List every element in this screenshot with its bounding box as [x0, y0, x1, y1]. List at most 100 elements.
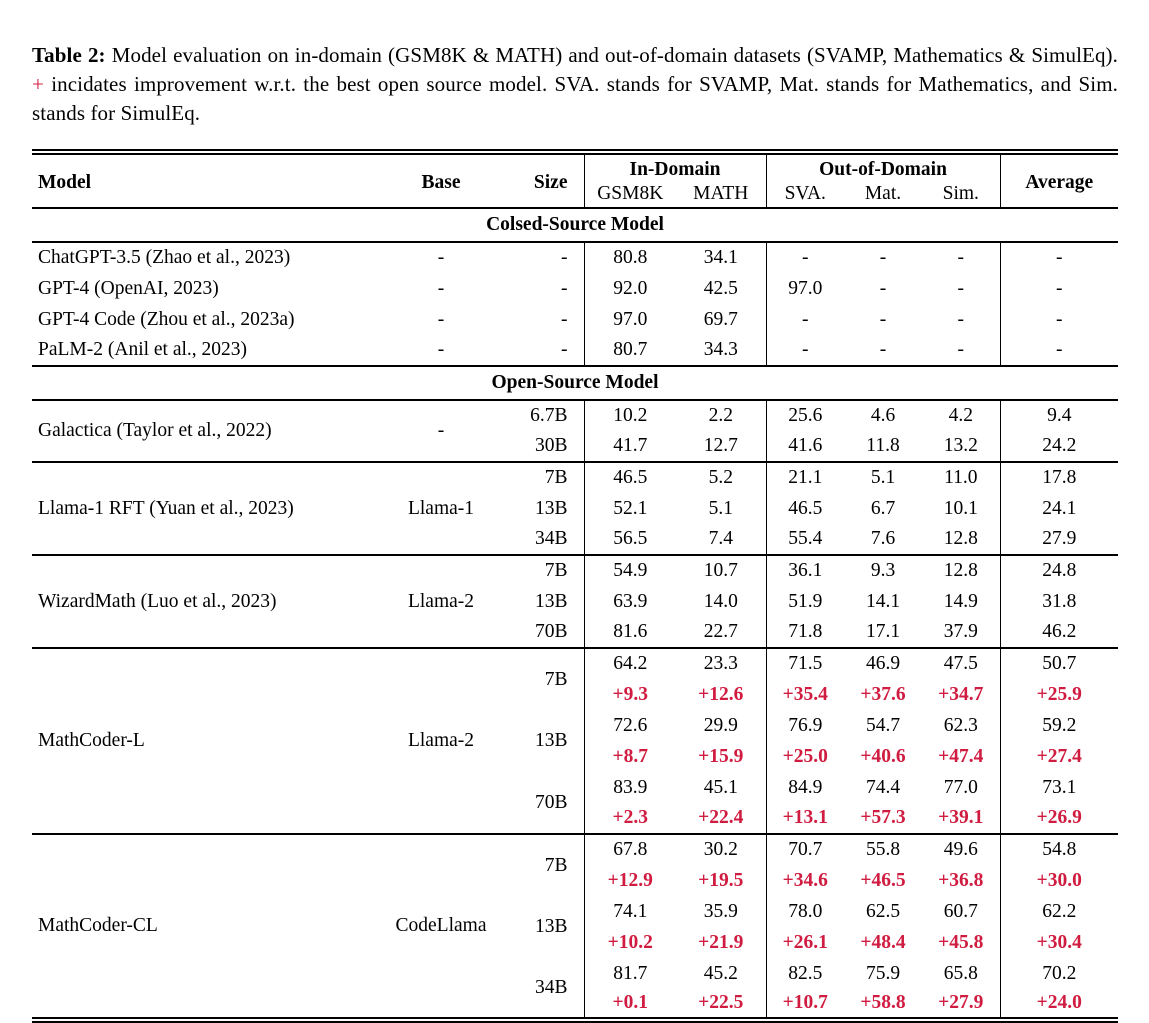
caption-label: Table 2:: [32, 43, 106, 67]
score-cell: 54.7: [865, 714, 901, 736]
delta-cell: +24.0: [999, 989, 1119, 1021]
table-row: WizardMath (Luo et al., 2023) Llama-2 7B…: [32, 554, 1119, 649]
delta-cell: +15.9: [698, 745, 744, 767]
score-cell: 46.5: [583, 461, 676, 494]
score-cell: 78.0: [765, 896, 844, 928]
score-cell: 6.7: [870, 497, 896, 519]
size-cell: 13B: [534, 590, 568, 612]
size-cell: -: [561, 247, 568, 269]
model-cell: GPT-4 Code (Zhou et al., 2023a): [38, 308, 295, 330]
table-row: 70B 83.9 45.1 84.9 74.4 77.0 73.1: [32, 772, 1119, 813]
score-cell: 23.3: [676, 647, 766, 680]
delta-cell: +27.9: [938, 992, 984, 1014]
header-model: Model: [38, 171, 92, 193]
score-cell: 5.1: [708, 497, 733, 519]
score-cell: 59.2: [999, 710, 1119, 742]
table-row: PaLM-2 (Anil et al., 2023) - - 80.7 34.3…: [32, 335, 1119, 367]
score-cell: 34.1: [703, 247, 738, 269]
score-cell: 67.8: [583, 833, 676, 866]
model-cell: WizardMath (Luo et al., 2023): [32, 554, 390, 649]
score-cell: 24.8: [999, 554, 1119, 587]
table-row: ChatGPT-3.5 (Zhao et al., 2023) - - 80.8…: [32, 242, 1119, 274]
caption-plus-sign: +: [32, 71, 44, 96]
delta-row: +8.7 +15.9 +25.0 +40.6 +47.4 +27.4: [32, 741, 1119, 773]
delta-cell: +40.6: [860, 745, 906, 767]
score-cell: 74.1: [583, 896, 676, 928]
base-cell: -: [437, 247, 445, 269]
size-cell: -: [561, 308, 568, 330]
section-closed-source: Colsed-Source Model: [32, 207, 1119, 244]
score-cell: 52.1: [583, 493, 676, 525]
header-size: Size: [533, 171, 568, 193]
score-cell: -: [999, 242, 1119, 274]
score-cell: 73.1: [999, 772, 1119, 804]
score-cell: 75.9: [865, 962, 901, 984]
score-cell: -: [879, 339, 887, 361]
table-row: Galactica (Taylor et al., 2022) - 6.7B 1…: [32, 400, 1119, 441]
score-cell: 60.7: [943, 900, 978, 922]
score-cell: 77.0: [943, 776, 978, 798]
score-cell: 9.4: [999, 400, 1119, 432]
size-cell: 30B: [534, 435, 568, 457]
score-cell: 2.2: [708, 405, 733, 427]
size-cell: 13B: [534, 916, 568, 938]
size-cell: 6.7B: [530, 405, 568, 427]
table-row: 30B 41.7 12.7 41.6 11.8 13.2 24.2: [32, 431, 1119, 463]
score-cell: 83.9: [583, 772, 676, 804]
table-row: 13B 63.9 14.0 51.9 14.1 14.9 31.8: [32, 586, 1119, 618]
table-header: Model Base Size In-Domain Out-of-Domain …: [32, 152, 1119, 209]
score-cell: 46.5: [765, 493, 844, 525]
score-cell: 56.5: [583, 524, 676, 556]
base-cell: -: [437, 308, 445, 330]
delta-cell: +34.6: [765, 865, 844, 897]
score-cell: 76.9: [765, 710, 844, 742]
delta-cell: +0.1: [583, 989, 676, 1021]
table-row: 34B 56.5 7.4 55.4 7.6 12.8 27.9: [32, 524, 1119, 556]
delta-cell: +26.1: [765, 927, 844, 959]
score-cell: 82.5: [765, 958, 844, 990]
size-cell: 7B: [492, 554, 584, 587]
score-cell: 42.5: [703, 277, 738, 299]
score-cell: 62.3: [943, 714, 978, 736]
size-cell: 7B: [492, 833, 584, 897]
score-cell: 4.2: [948, 405, 973, 427]
table-row: Llama-1 RFT (Yuan et al., 2023) Llama-1 …: [32, 461, 1119, 556]
score-cell: 9.3: [844, 554, 922, 587]
score-cell: 64.2: [583, 647, 676, 680]
score-cell: 12.8: [922, 554, 1001, 587]
score-cell: 7.4: [708, 528, 733, 550]
table-row: 13B 72.6 29.9 76.9 54.7 62.3 59.2: [32, 710, 1119, 751]
score-cell: 55.8: [844, 833, 922, 866]
score-cell: 35.9: [703, 900, 738, 922]
score-cell: 80.8: [583, 242, 676, 274]
score-cell: 54.9: [583, 554, 676, 587]
score-cell: 46.2: [999, 617, 1119, 649]
score-cell: 31.8: [999, 586, 1119, 618]
score-cell: 92.0: [583, 273, 676, 305]
score-cell: -: [765, 304, 844, 336]
delta-cell: +25.0: [765, 741, 844, 773]
size-cell: 70B: [534, 621, 568, 643]
delta-cell: +45.8: [938, 931, 984, 953]
score-cell: 37.9: [943, 621, 978, 643]
score-cell: 10.2: [583, 400, 676, 432]
model-cell: MathCoder-CL: [32, 833, 390, 1021]
score-cell: 62.2: [999, 896, 1119, 928]
delta-cell: +57.3: [860, 807, 906, 829]
size-cell: -: [561, 339, 568, 361]
score-cell: 50.7: [999, 647, 1119, 680]
score-cell: -: [999, 335, 1119, 367]
score-cell: -: [957, 339, 965, 361]
score-cell: 17.8: [999, 461, 1119, 494]
score-cell: 22.7: [703, 621, 738, 643]
base-cell: -: [437, 277, 445, 299]
score-cell: -: [957, 308, 965, 330]
score-cell: 81.7: [583, 958, 676, 990]
size-cell: 13B: [534, 497, 568, 519]
header-math: MATH: [693, 183, 749, 205]
score-cell: -: [765, 242, 844, 274]
score-cell: 7.6: [870, 528, 896, 550]
base-cell: CodeLlama: [390, 833, 492, 1021]
score-cell: 24.1: [999, 493, 1119, 525]
